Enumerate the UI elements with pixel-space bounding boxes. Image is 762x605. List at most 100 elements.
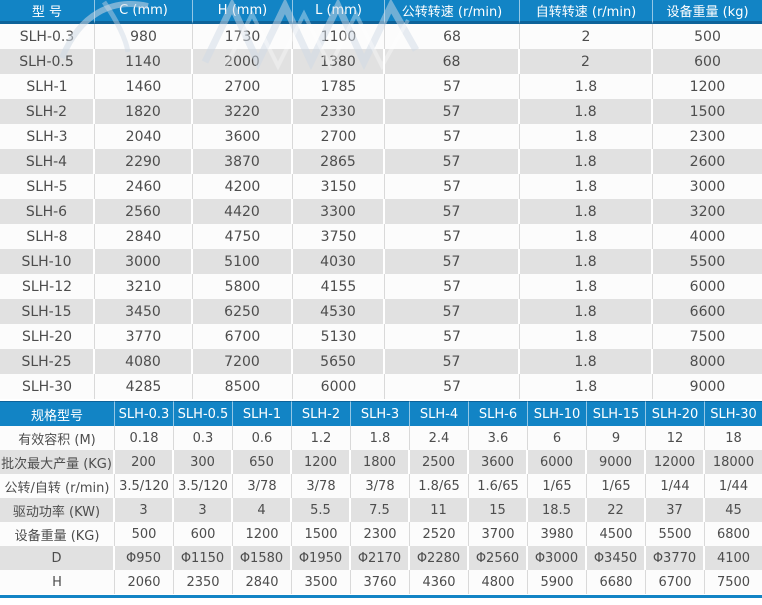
value-cell: 1460 xyxy=(95,74,193,99)
value-cell: Φ1150 xyxy=(174,546,233,570)
table-row: SLH-20 3770 6700 5130 57 1.8 7500 xyxy=(0,324,762,349)
value-cell: 600 xyxy=(653,49,762,74)
table-row: D Φ950 Φ1150 Φ1580 Φ1950 Φ2170 Φ2280 Φ2560 Φ3000… xyxy=(0,546,762,570)
value-cell: 3220 xyxy=(193,99,293,124)
value-cell: 6 xyxy=(528,426,587,450)
value-cell: 4360 xyxy=(410,570,469,594)
model-column-header: SLH-15 xyxy=(587,401,646,426)
value-cell: 4420 xyxy=(193,199,293,224)
value-cell: 1.8/65 xyxy=(410,474,469,498)
value-cell: 0.3 xyxy=(174,426,233,450)
value-cell: 57 xyxy=(385,74,520,99)
capacity-table-header-row: 规格型号 SLH-0.3 SLH-0.5 SLH-1 SLH-2 SLH-3 SLH-4 SL… xyxy=(0,401,762,426)
row-label: 批次最大产量 (KG) xyxy=(0,450,115,474)
value-cell: 3450 xyxy=(95,299,193,324)
row-label: 有效容积 (M) xyxy=(0,426,115,450)
value-cell: 4530 xyxy=(293,299,385,324)
table-row: SLH-25 4080 7200 5650 57 1.8 8000 xyxy=(0,349,762,374)
value-cell: 0.6 xyxy=(233,426,292,450)
value-cell: 3980 xyxy=(528,522,587,546)
value-cell: 1200 xyxy=(292,450,351,474)
value-cell: 57 xyxy=(385,299,520,324)
value-cell: 2300 xyxy=(351,522,410,546)
table-row: 批次最大产量 (KG) 200 300 650 1200 1800 2500 3600 6000… xyxy=(0,450,762,474)
value-cell: 1730 xyxy=(193,24,293,49)
value-cell: 1.8 xyxy=(520,174,653,199)
value-cell: 6680 xyxy=(587,570,646,594)
value-cell: 2 xyxy=(520,49,653,74)
value-cell: 18000 xyxy=(705,450,762,474)
model-cell: SLH-25 xyxy=(0,349,95,374)
value-cell: 3/78 xyxy=(233,474,292,498)
value-cell: 2840 xyxy=(233,570,292,594)
table-row: SLH-5 2460 4200 3150 57 1.8 3000 xyxy=(0,174,762,199)
value-cell: Φ2170 xyxy=(351,546,410,570)
value-cell: 1820 xyxy=(95,99,193,124)
value-cell: 3210 xyxy=(95,274,193,299)
row-label: 驱动功率 (KW) xyxy=(0,498,115,522)
model-column-header: SLH-20 xyxy=(646,401,705,426)
table-row: 有效容积 (M) 0.18 0.3 0.6 1.2 1.8 2.4 3.6 6 9 12 18 xyxy=(0,426,762,450)
table-row: SLH-8 2840 4750 3750 57 1.8 4000 xyxy=(0,224,762,249)
value-cell: 200 xyxy=(115,450,174,474)
value-cell: 3 xyxy=(174,498,233,522)
value-cell: 57 xyxy=(385,374,520,399)
value-cell: 3.5/120 xyxy=(115,474,174,498)
value-cell: 2500 xyxy=(410,450,469,474)
value-cell: 1/65 xyxy=(587,474,646,498)
value-cell: 9000 xyxy=(587,450,646,474)
model-cell: SLH-4 xyxy=(0,149,95,174)
value-cell: 57 xyxy=(385,174,520,199)
value-cell: Φ1580 xyxy=(233,546,292,570)
value-cell: Φ3770 xyxy=(646,546,705,570)
column-header: 公转转速 (r/min) xyxy=(385,0,520,24)
value-cell: Φ2560 xyxy=(469,546,528,570)
value-cell: 7500 xyxy=(653,324,762,349)
value-cell: 15 xyxy=(469,498,528,522)
value-cell: 9 xyxy=(587,426,646,450)
table-row: 驱动功率 (KW) 3 3 4 5.5 7.5 11 15 18.5 22 37 45 xyxy=(0,498,762,522)
value-cell: 2290 xyxy=(95,149,193,174)
value-cell: 2560 xyxy=(95,199,193,224)
value-cell: 1/44 xyxy=(646,474,705,498)
value-cell: 5100 xyxy=(193,249,293,274)
value-cell: 2700 xyxy=(193,74,293,99)
value-cell: 12000 xyxy=(646,450,705,474)
value-cell: 1.8 xyxy=(520,199,653,224)
value-cell: Φ1950 xyxy=(292,546,351,570)
value-cell: Φ3450 xyxy=(587,546,646,570)
model-cell: SLH-0.5 xyxy=(0,49,95,74)
value-cell: 57 xyxy=(385,149,520,174)
value-cell: 6000 xyxy=(653,274,762,299)
value-cell: 1.8 xyxy=(520,224,653,249)
value-cell: 57 xyxy=(385,99,520,124)
value-cell: 3600 xyxy=(193,124,293,149)
value-cell: 57 xyxy=(385,199,520,224)
model-cell: SLH-6 xyxy=(0,199,95,224)
value-cell: 2330 xyxy=(293,99,385,124)
value-cell: 3/78 xyxy=(351,474,410,498)
value-cell: 8000 xyxy=(653,349,762,374)
value-cell: 4500 xyxy=(587,522,646,546)
value-cell: 3150 xyxy=(293,174,385,199)
value-cell: 45 xyxy=(705,498,762,522)
value-cell: 5.5 xyxy=(292,498,351,522)
value-cell: 1.8 xyxy=(351,426,410,450)
table-row: SLH-6 2560 4420 3300 57 1.8 3200 xyxy=(0,199,762,224)
value-cell: 4 xyxy=(233,498,292,522)
value-cell: 57 xyxy=(385,224,520,249)
table-row: SLH-15 3450 6250 4530 57 1.8 6600 xyxy=(0,299,762,324)
value-cell: 4030 xyxy=(293,249,385,274)
table-row: SLH-0.3 980 1730 1100 68 2 500 xyxy=(0,24,762,49)
value-cell: 5500 xyxy=(646,522,705,546)
value-cell: 2060 xyxy=(115,570,174,594)
bottom-border-line xyxy=(0,595,762,598)
value-cell: 6000 xyxy=(528,450,587,474)
model-column-header: SLH-2 xyxy=(292,401,351,426)
value-cell: 5650 xyxy=(293,349,385,374)
model-cell: SLH-20 xyxy=(0,324,95,349)
value-cell: 4200 xyxy=(193,174,293,199)
value-cell: 1.8 xyxy=(520,99,653,124)
